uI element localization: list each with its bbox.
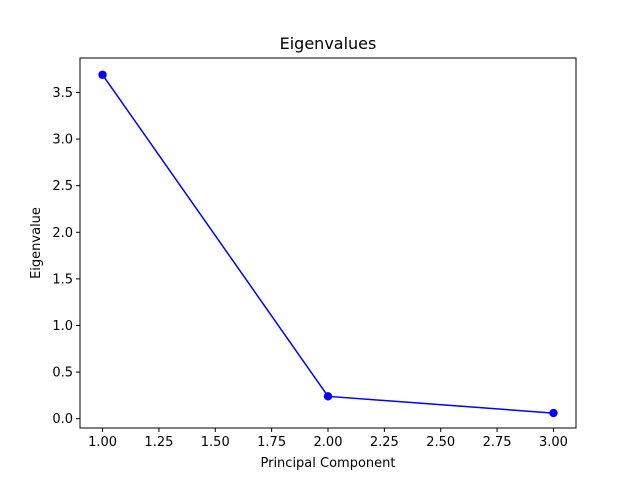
x-tick-label: 2.50	[426, 435, 455, 450]
plot-area: 1.00 1.25 1.50 1.75 2.00 2.25 2.50 2.75 3.00 0.0…	[52, 57, 577, 450]
y-tick-label: 2.5	[52, 179, 73, 194]
x-tick-label: 1.50	[201, 435, 230, 450]
y-tick-label: 3.0	[52, 133, 73, 148]
series-layer	[98, 70, 558, 418]
x-axis-label: Principal Component	[260, 456, 395, 471]
x-tick-label: 2.75	[483, 435, 512, 450]
data-point	[323, 392, 333, 401]
data-point	[98, 70, 107, 79]
y-tick-label: 1.5	[52, 272, 73, 287]
x-tick-label: 2.00	[314, 435, 343, 450]
y-axis-ticks: 0.0 0.5 1.0 1.5 2.0 2.5 3.0 3.5	[52, 86, 80, 427]
y-axis-label: Eigenvalue	[29, 207, 44, 279]
y-tick-label: 0.5	[52, 366, 73, 381]
data-point	[549, 408, 558, 418]
x-tick-label: 1.75	[257, 435, 286, 450]
x-tick-label: 1.00	[88, 435, 117, 450]
x-tick-label: 1.25	[144, 435, 173, 450]
y-tick-label: 0.0	[52, 412, 73, 427]
x-axis-ticks: 1.00 1.25 1.50 1.75 2.00 2.25 2.50 2.75 3.00	[88, 428, 568, 450]
y-tick-label: 1.0	[52, 319, 73, 334]
y-tick-label: 3.5	[52, 86, 73, 101]
y-tick-label: 2.0	[52, 226, 73, 241]
chart-title: Eigenvalues	[280, 34, 377, 53]
x-tick-label: 2.25	[370, 435, 399, 450]
x-tick-label: 3.00	[539, 435, 568, 450]
